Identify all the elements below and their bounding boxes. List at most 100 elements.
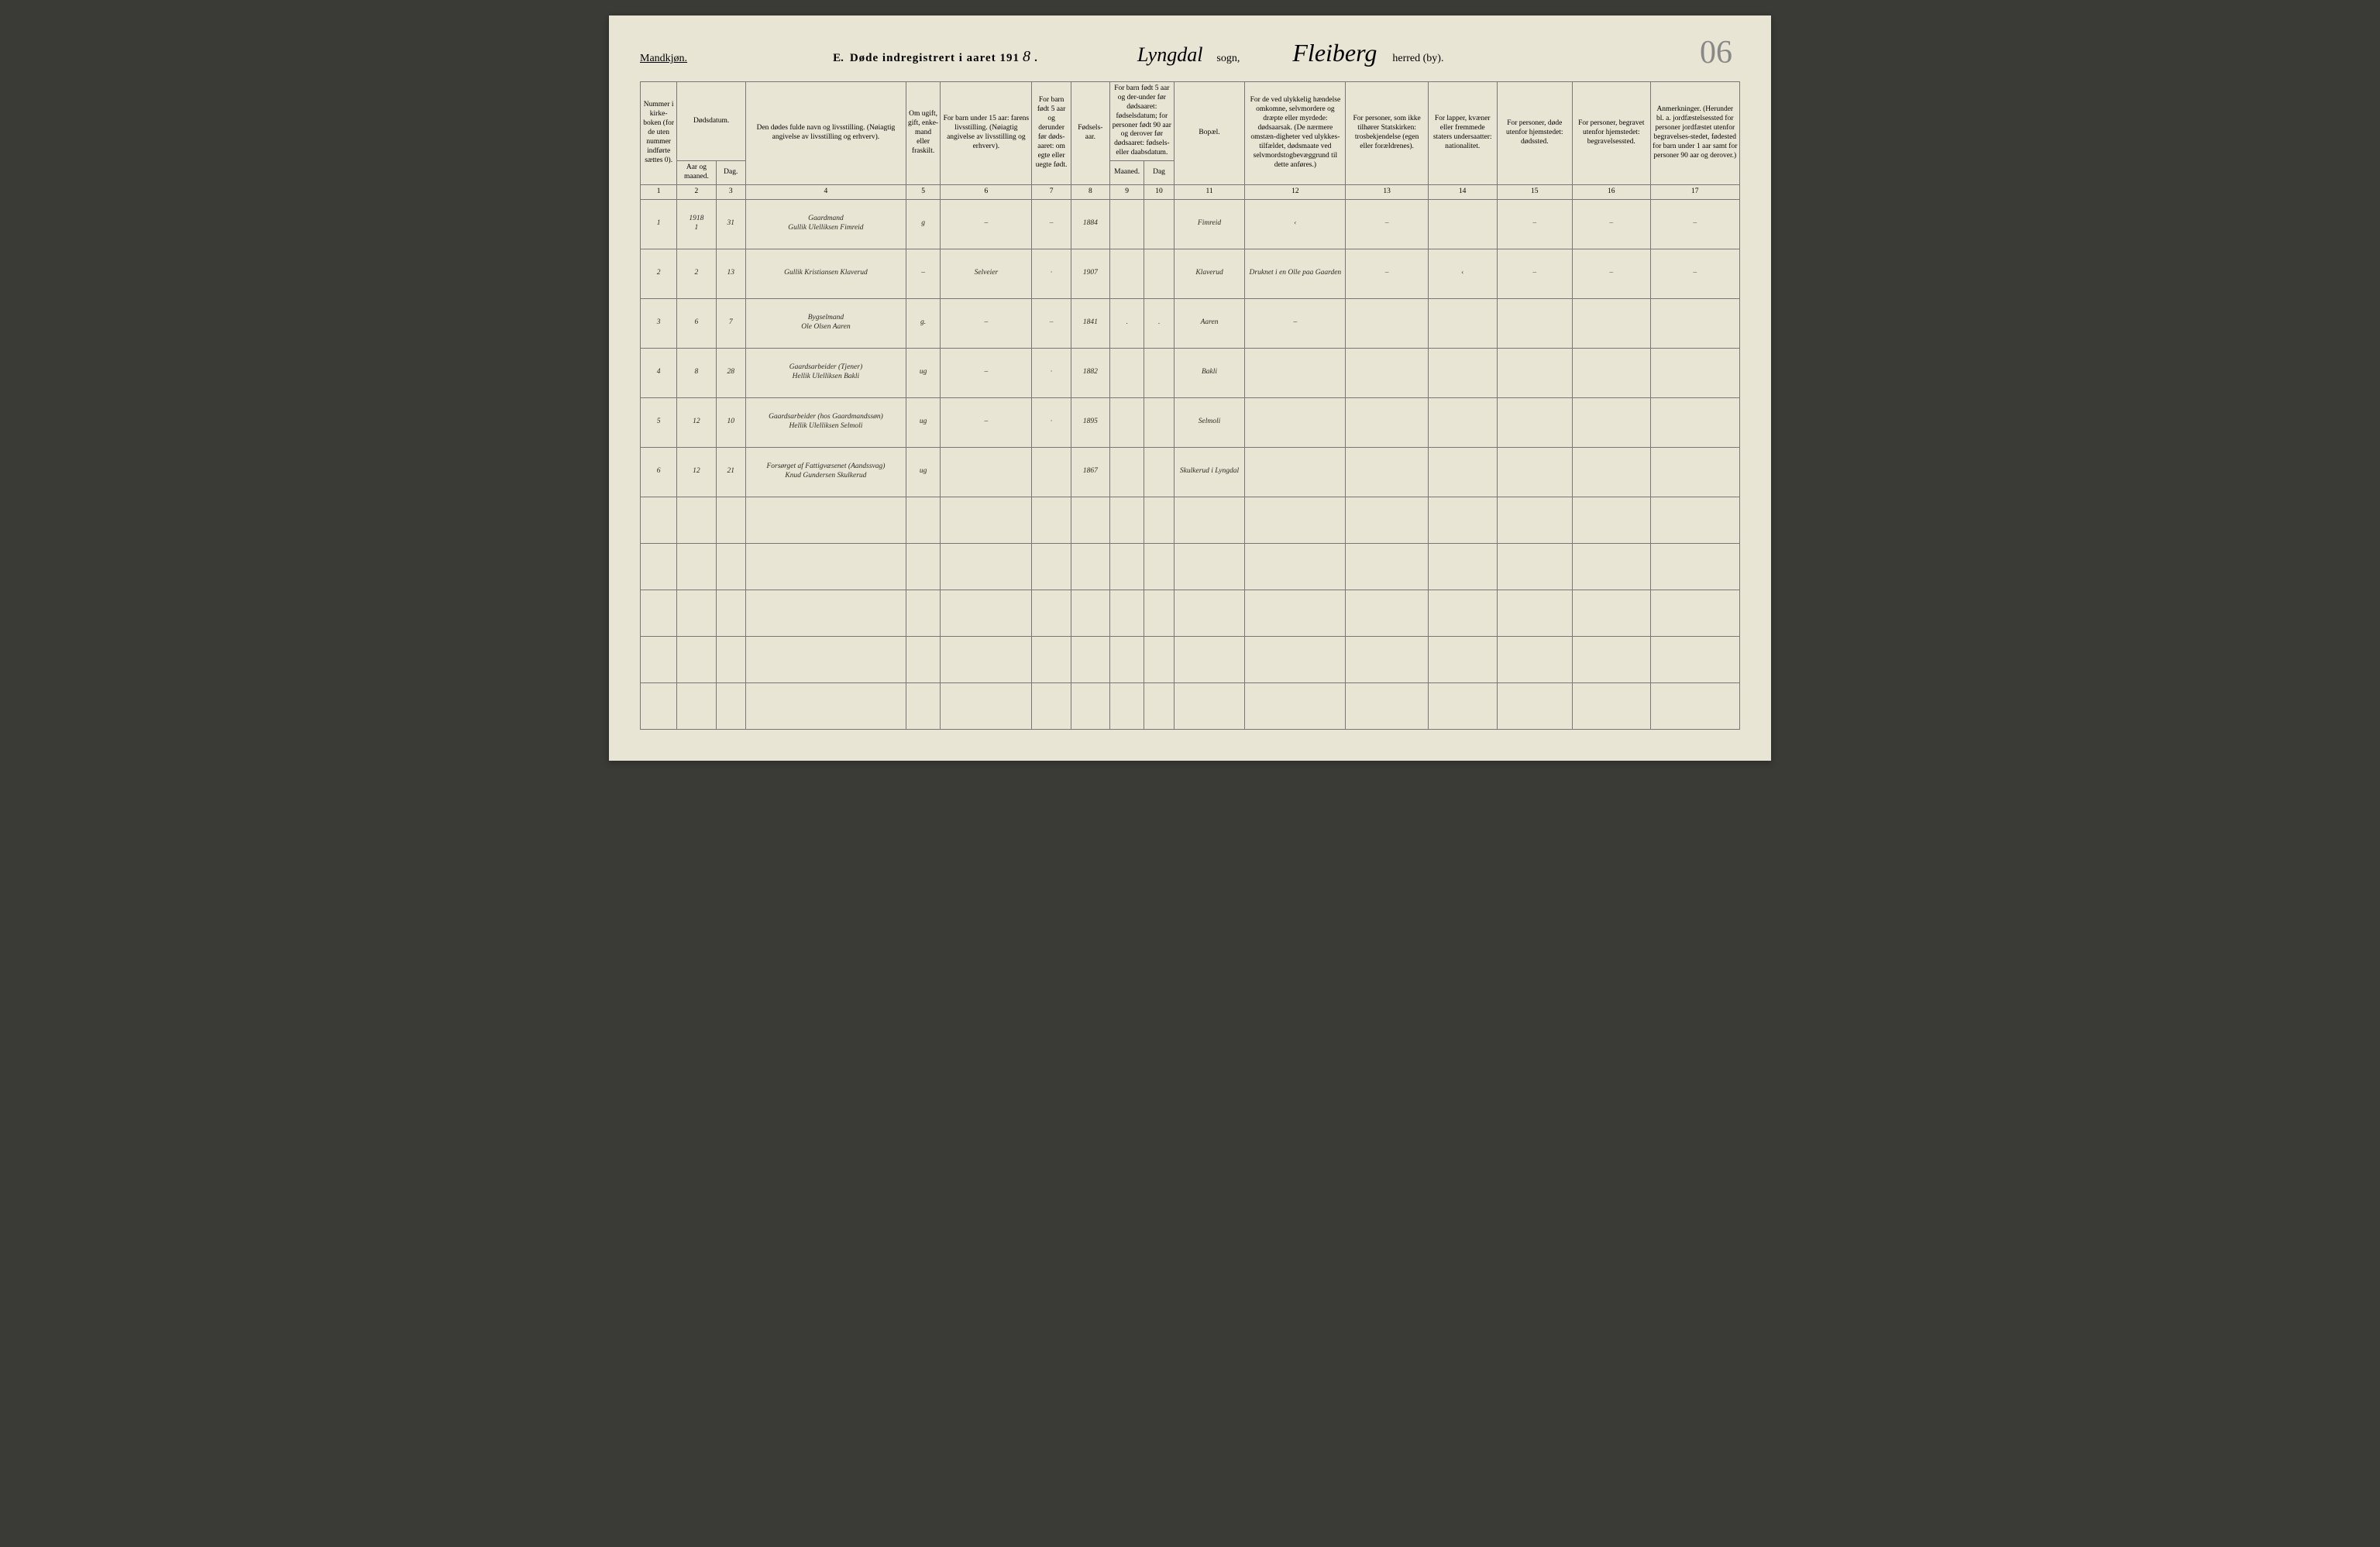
cell <box>1650 447 1739 497</box>
cell <box>1109 199 1144 249</box>
cell-empty <box>641 497 677 543</box>
col-header: For barn født 5 aar og derunder før døds… <box>1032 82 1071 185</box>
col-header: Om ugift, gift, enke-mand eller fraskilt… <box>906 82 940 185</box>
cell: – <box>941 397 1032 447</box>
cell: g <box>906 199 940 249</box>
header-line: Mandkjøn. E. Døde indregistrert i aaret … <box>640 39 1740 67</box>
cell <box>1346 397 1428 447</box>
cell-empty <box>1346 636 1428 682</box>
cell-empty <box>1428 543 1497 590</box>
cell-empty <box>1346 497 1428 543</box>
page-number: 06 <box>1700 34 1732 71</box>
cell: – <box>1497 199 1573 249</box>
cell <box>1428 199 1497 249</box>
cell: 31 <box>716 199 745 249</box>
table-body: 11918131GaardmandGullik Ulelliksen Fimre… <box>641 199 1740 729</box>
cell-empty <box>716 636 745 682</box>
cell-empty <box>745 590 906 636</box>
cell-empty <box>745 682 906 729</box>
cell-empty <box>906 636 940 682</box>
cell-empty <box>641 636 677 682</box>
cell-empty <box>1497 636 1573 682</box>
colnum: 9 <box>1109 184 1144 199</box>
cell-empty <box>1497 497 1573 543</box>
col-header: Nummer i kirke-boken (for de uten nummer… <box>641 82 677 185</box>
cell: 1841 <box>1071 298 1109 348</box>
cell: 4 <box>641 348 677 397</box>
cell: 21 <box>716 447 745 497</box>
cell: – <box>1573 249 1651 298</box>
cell-empty <box>1071 543 1109 590</box>
cell-empty <box>641 543 677 590</box>
col-header: For de ved ulykkelig hændelse omkomne, s… <box>1245 82 1346 185</box>
cell <box>1497 397 1573 447</box>
table-row: 61221Forsørget af Fattigvæsenet (Aandssv… <box>641 447 1740 497</box>
cell-empty <box>745 543 906 590</box>
colnum: 14 <box>1428 184 1497 199</box>
cell <box>1032 447 1071 497</box>
cell: ug <box>906 348 940 397</box>
cell: – <box>941 199 1032 249</box>
table-row-empty <box>641 590 1740 636</box>
gender-label: Mandkjøn. <box>640 53 687 65</box>
cell-empty <box>941 590 1032 636</box>
table-row: 367BygselmandOle Olsen Aareng.––1841..Aa… <box>641 298 1740 348</box>
cell-empty <box>1573 682 1651 729</box>
cell: 12 <box>677 397 716 447</box>
cell: Skulkerud i Lyngdal <box>1174 447 1245 497</box>
col-header: For personer, som ikke tilhører Statskir… <box>1346 82 1428 185</box>
cell <box>1245 447 1346 497</box>
cell-empty <box>1245 543 1346 590</box>
cell-empty <box>1428 682 1497 729</box>
cell-empty <box>1650 590 1739 636</box>
cell: 13 <box>716 249 745 298</box>
table-row-empty <box>641 497 1740 543</box>
herred-handwritten: Fleiberg <box>1292 39 1377 67</box>
cell-empty <box>745 497 906 543</box>
cell <box>1650 348 1739 397</box>
cell <box>1650 397 1739 447</box>
cell: Fimreid <box>1174 199 1245 249</box>
colnum: 16 <box>1573 184 1651 199</box>
cell <box>1144 199 1174 249</box>
cell <box>1245 397 1346 447</box>
cell <box>1346 298 1428 348</box>
cell-empty <box>941 543 1032 590</box>
cell: 7 <box>716 298 745 348</box>
colnum: 7 <box>1032 184 1071 199</box>
col-header: For personer, døde utenfor hjemstedet: d… <box>1497 82 1573 185</box>
cell: 6 <box>677 298 716 348</box>
cell-empty <box>1573 636 1651 682</box>
table-row-empty <box>641 636 1740 682</box>
cell: – <box>1032 199 1071 249</box>
cell-empty <box>1497 682 1573 729</box>
table-header: Nummer i kirke-boken (for de uten nummer… <box>641 82 1740 200</box>
cell-empty <box>1573 497 1651 543</box>
cell: ‹ <box>1245 199 1346 249</box>
cell <box>1144 397 1174 447</box>
colnum: 12 <box>1245 184 1346 199</box>
cell: . <box>1144 298 1174 348</box>
cell: 2 <box>677 249 716 298</box>
cell-empty <box>1144 636 1174 682</box>
colnum: 4 <box>745 184 906 199</box>
cell-empty <box>906 590 940 636</box>
cell-empty <box>1428 497 1497 543</box>
cell: Gaardsarbeider (Tjener)Hellik Ulelliksen… <box>745 348 906 397</box>
cell-empty <box>1245 590 1346 636</box>
cell-empty <box>1144 590 1174 636</box>
cell: – <box>906 249 940 298</box>
cell: Druknet i en Olle paa Gaarden <box>1245 249 1346 298</box>
cell-empty <box>1346 543 1428 590</box>
cell: · <box>1032 348 1071 397</box>
cell-empty <box>1174 682 1245 729</box>
cell-empty <box>1109 543 1144 590</box>
col-subheader: Dag <box>1144 161 1174 185</box>
cell: 19181 <box>677 199 716 249</box>
cell: Selmoli <box>1174 397 1245 447</box>
cell-empty <box>1573 543 1651 590</box>
cell-empty <box>677 497 716 543</box>
cell-empty <box>1174 543 1245 590</box>
cell: ‹ <box>1428 249 1497 298</box>
cell <box>1428 298 1497 348</box>
